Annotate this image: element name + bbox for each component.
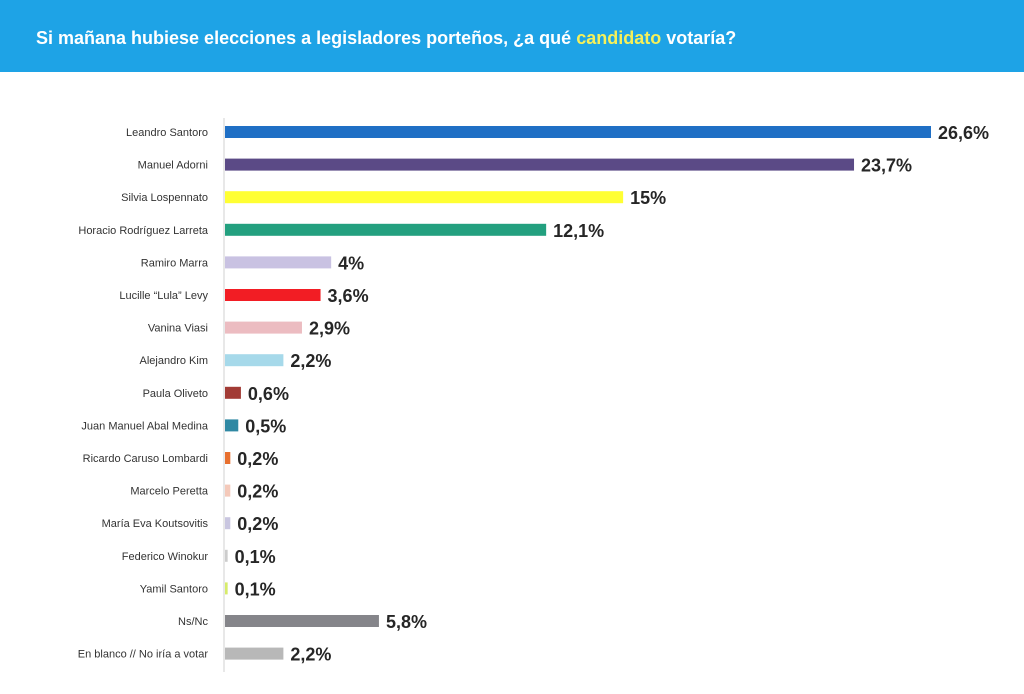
data-label: 0,1%: [235, 579, 276, 599]
data-label: 2,9%: [309, 319, 350, 339]
data-label: 0,1%: [235, 547, 276, 567]
bar: [225, 452, 231, 464]
data-label: 12,1%: [553, 221, 604, 241]
category-label: Lucille “Lula” Levy: [119, 290, 208, 302]
bar: [225, 582, 228, 595]
bar: [225, 191, 624, 204]
data-label: 0,5%: [245, 416, 286, 436]
bar: [225, 647, 284, 660]
category-label: Federico Winokur: [122, 551, 209, 563]
bar: [225, 419, 239, 432]
category-label: Leandro Santoro: [126, 127, 208, 139]
data-label: 15%: [630, 188, 666, 208]
category-label: Vanina Viasi: [148, 323, 208, 335]
data-label: 3,6%: [328, 286, 369, 306]
bar: [225, 321, 302, 334]
bar: [225, 517, 231, 530]
data-label: 0,6%: [248, 384, 289, 404]
category-label: Manuel Adorni: [138, 160, 208, 172]
bar: [225, 223, 547, 236]
category-label: María Eva Koutsovitis: [102, 518, 209, 530]
data-label: 2,2%: [290, 351, 331, 371]
chart-title: Si mañana hubiese elecciones a legislado…: [36, 28, 736, 49]
title-text-start: Si mañana hubiese elecciones a legislado…: [36, 28, 577, 48]
category-label: Ricardo Caruso Lombardi: [83, 453, 208, 465]
bar: [225, 289, 321, 301]
bar: [225, 126, 931, 138]
category-label: Paula Oliveto: [143, 388, 208, 400]
bar: [225, 386, 241, 399]
category-label: Yamil Santoro: [140, 583, 208, 595]
bar: [225, 158, 855, 171]
bar: [225, 549, 228, 562]
bar: [225, 484, 231, 497]
category-label: Alejandro Kim: [140, 355, 208, 367]
data-label: 26,6%: [938, 123, 989, 143]
title-text-highlight: candidato: [576, 28, 662, 48]
category-label: Ns/Nc: [178, 616, 208, 628]
data-label: 0,2%: [237, 482, 278, 502]
category-label: Horacio Rodríguez Larreta: [78, 225, 209, 237]
title-banner: Si mañana hubiese elecciones a legislado…: [0, 0, 1024, 72]
data-label: 2,2%: [290, 645, 331, 665]
bar: [225, 615, 379, 627]
data-label: 4%: [338, 253, 364, 273]
title-text-end: votaría?: [661, 28, 737, 48]
bar: [225, 354, 284, 367]
category-label: Marcelo Peretta: [130, 486, 209, 498]
category-label: Juan Manuel Abal Medina: [81, 420, 208, 432]
bar: [225, 256, 332, 269]
data-label: 23,7%: [861, 156, 912, 176]
data-label: 5,8%: [386, 612, 427, 632]
data-label: 0,2%: [237, 514, 278, 534]
category-label: Ramiro Marra: [141, 257, 209, 269]
category-label: En blanco // No iría a votar: [78, 649, 209, 661]
data-label: 0,2%: [237, 449, 278, 469]
category-label: Silvia Lospennato: [121, 192, 208, 204]
